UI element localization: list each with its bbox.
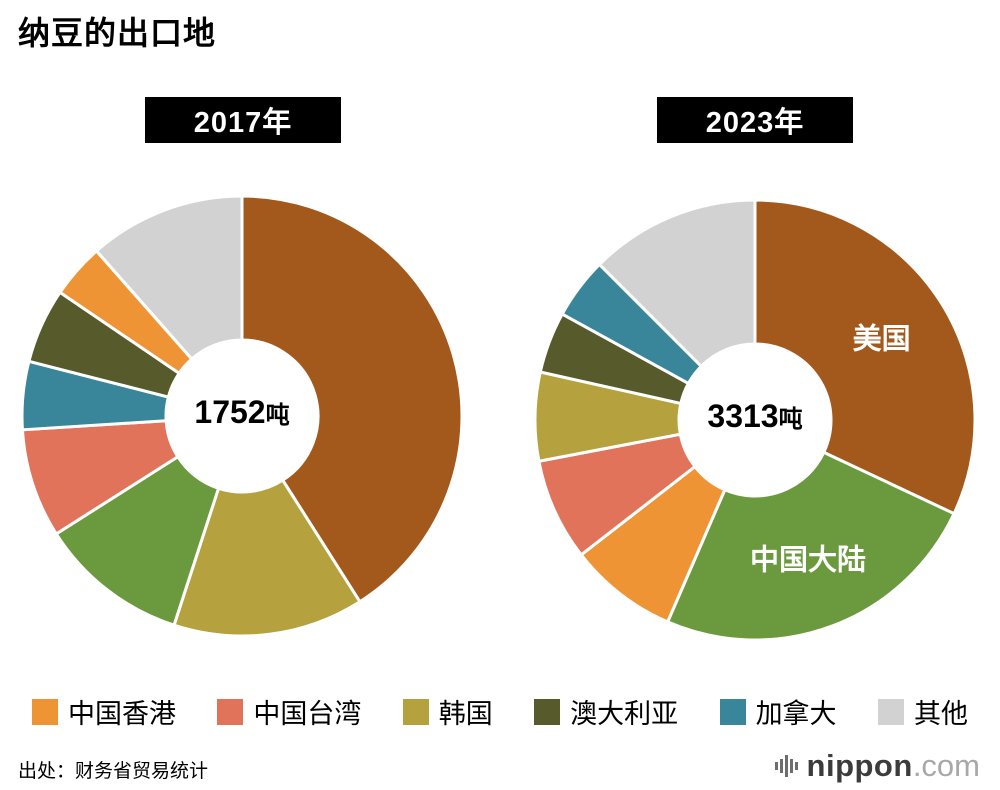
source-note: 出处：财务省贸易统计 xyxy=(18,761,209,782)
legend-swatch-hong-kong xyxy=(32,698,58,725)
pie-slice-others xyxy=(597,198,757,369)
donut-2023-total: 3313吨 xyxy=(645,398,865,435)
legend-item-canada: 加拿大 xyxy=(719,692,837,731)
legend-swatch-canada xyxy=(719,698,746,725)
legend-item-hong-kong: 中国香港 xyxy=(32,692,176,731)
legend-label-others: 其他 xyxy=(913,699,968,729)
donut-2017-total: 1752吨 xyxy=(132,394,352,431)
legend-item-australia: 澳大利亚 xyxy=(534,692,678,731)
legend-item-others: 其他 xyxy=(877,692,968,731)
total-number: 3313 xyxy=(707,398,779,434)
pie-slice-south-korea xyxy=(172,478,362,638)
pie-slice-mainland-china xyxy=(54,454,221,628)
pie-slice-usa xyxy=(753,198,977,516)
legend: 中国香港 中国台湾 韩国 澳大利亚 加拿大 其他 xyxy=(32,692,968,731)
total-number: 1752 xyxy=(194,394,266,430)
legend-item-south-korea: 韩国 xyxy=(402,692,493,731)
logo-tld: .com xyxy=(912,748,980,783)
legend-swatch-australia xyxy=(534,698,561,725)
legend-item-taiwan: 中国台湾 xyxy=(217,692,361,731)
legend-label-south-korea: 韩国 xyxy=(438,699,493,729)
legend-swatch-others xyxy=(877,698,904,725)
total-unit: 吨 xyxy=(265,402,290,429)
slice-label-mainland-china: 中国大陆 xyxy=(750,543,866,576)
total-unit: 吨 xyxy=(778,406,803,433)
legend-label-hong-kong: 中国香港 xyxy=(68,699,176,729)
page-title: 纳豆的出口地 xyxy=(18,15,217,51)
legend-label-canada: 加拿大 xyxy=(755,699,837,729)
logo-brand: nippon xyxy=(806,748,913,783)
soundwave-icon xyxy=(774,755,798,777)
nippon-logo: nippon .com xyxy=(774,748,980,784)
pie-slice-mainland-china xyxy=(665,450,957,642)
legend-swatch-south-korea xyxy=(402,698,429,725)
donut-chart-2017 xyxy=(20,194,464,638)
year-badge-2017: 2017年 xyxy=(145,97,341,143)
slice-label-usa: 美国 xyxy=(853,323,911,356)
legend-label-taiwan: 中国台湾 xyxy=(253,699,362,729)
legend-label-australia: 澳大利亚 xyxy=(570,699,679,729)
pie-slice-others xyxy=(94,194,244,362)
legend-swatch-taiwan xyxy=(217,698,244,725)
year-badge-2023: 2023年 xyxy=(657,97,853,143)
